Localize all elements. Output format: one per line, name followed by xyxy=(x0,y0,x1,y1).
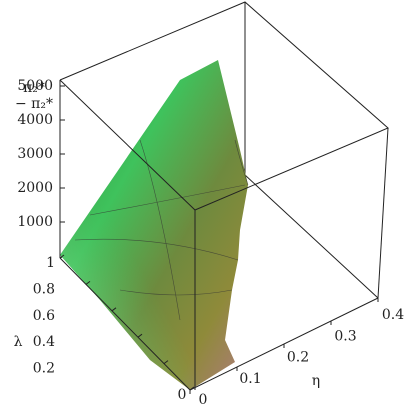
x-axis-label: η xyxy=(312,373,320,389)
surface-highlight xyxy=(60,60,248,390)
z-tick-label: 1000 xyxy=(17,214,53,230)
y-tick-label: 0 xyxy=(178,387,187,403)
y-tick-label: 1 xyxy=(46,255,55,271)
y-tick xyxy=(163,360,169,365)
x-tick-label: 0.2 xyxy=(287,350,309,366)
y-tick xyxy=(85,280,91,285)
x-tick-label: 0 xyxy=(199,392,208,408)
y-tick xyxy=(137,333,143,338)
surface-mesh xyxy=(74,139,249,321)
z-tick-label: 4000 xyxy=(17,112,53,128)
x-tick-label: 0.3 xyxy=(334,328,356,344)
y-tick-label: 0.4 xyxy=(33,334,55,350)
z-tick-label: 3000 xyxy=(17,146,53,162)
y-tick xyxy=(111,307,117,312)
y-tick-label: 0.2 xyxy=(33,361,55,377)
y-axis-label: λ xyxy=(14,334,23,350)
y-tick xyxy=(189,386,195,391)
y-tick xyxy=(59,254,65,259)
x-tick-label: 0.4 xyxy=(382,307,404,323)
box-front xyxy=(59,1,389,391)
y-tick-label: 0.8 xyxy=(33,281,55,297)
z-axis-label: − π₂* xyxy=(15,96,53,112)
z-tick-label: 2000 xyxy=(17,180,53,196)
y-tick-label: 0.6 xyxy=(33,308,55,324)
x-tick-label: 0.1 xyxy=(239,371,261,387)
z-axis-label: π₂* xyxy=(23,80,45,96)
z-tick-label: 5000 xyxy=(17,78,53,94)
